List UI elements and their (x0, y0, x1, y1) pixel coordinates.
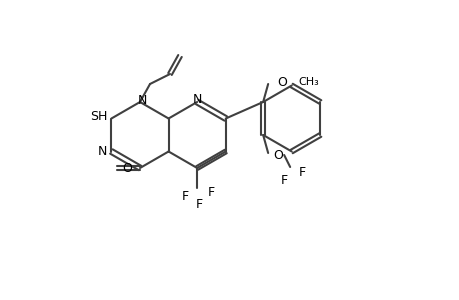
Text: SH: SH (90, 110, 107, 123)
Text: O: O (273, 148, 282, 161)
Text: F: F (207, 187, 214, 200)
Text: N: N (98, 145, 107, 158)
Text: F: F (181, 190, 188, 202)
Text: CH₃: CH₃ (297, 77, 318, 87)
Text: N: N (137, 94, 146, 106)
Text: F: F (280, 175, 287, 188)
Text: O: O (122, 161, 132, 175)
Text: O: O (277, 76, 286, 88)
Text: F: F (298, 167, 305, 179)
Text: N: N (192, 92, 202, 106)
Text: F: F (195, 197, 202, 211)
